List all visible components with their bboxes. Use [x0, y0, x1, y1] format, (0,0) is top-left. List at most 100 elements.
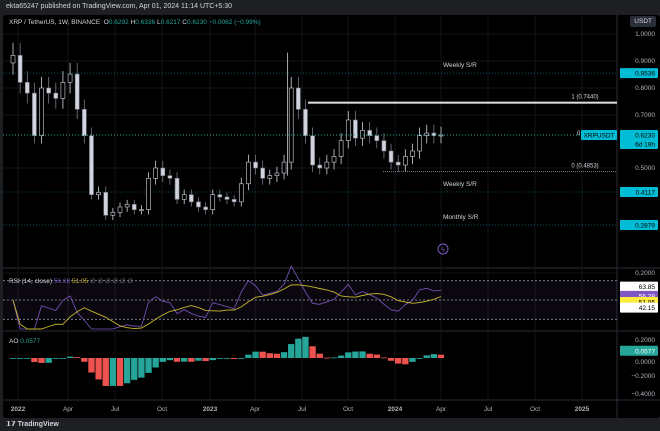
- time-tick: Oct: [343, 406, 353, 413]
- time-tick: Apr: [63, 406, 74, 413]
- candle: [110, 212, 116, 216]
- ao-bar: [395, 358, 402, 364]
- rsi-legend: RSI (14, close) 56.28 51.05 ∅ ∅ ∅ ∅ ∅ ∅: [9, 277, 133, 285]
- time-tick: Jul: [111, 406, 120, 413]
- ao-bar: [366, 353, 373, 358]
- candle: [331, 156, 337, 163]
- candle: [146, 177, 151, 210]
- sr-level-price-tag-bg: [620, 68, 658, 79]
- symbol-title: XRP / TetherUS, 1W, BINANCE: [9, 19, 101, 26]
- candle: [246, 161, 251, 185]
- candle: [189, 194, 194, 203]
- rsi-axis-tag: 42.15: [639, 305, 656, 312]
- candle: [124, 204, 130, 208]
- price-tick: 1.0000: [635, 31, 655, 38]
- ao-tick: 0.0000: [635, 359, 655, 366]
- sr-level-label: Weekly S/R: [443, 62, 477, 69]
- rsi-axis-tag: 56.28: [639, 293, 656, 300]
- price-tick: 0.5000: [635, 165, 655, 172]
- price-tick: 0.2000: [635, 270, 655, 277]
- ao-bar: [345, 352, 352, 358]
- ao-value-tag: 0.0577: [635, 348, 655, 355]
- ao-bar: [330, 357, 338, 359]
- rsi-axis-tag-bg: [620, 302, 658, 313]
- close-value: 0.6230: [186, 19, 207, 26]
- ao-bar: [402, 358, 409, 365]
- candle: [303, 109, 308, 137]
- ohlc-legend: XRP / TetherUS, 1W, BINANCE O0.6292 H0.6…: [9, 19, 261, 26]
- candle: [117, 206, 123, 213]
- ao-bar: [216, 358, 224, 359]
- ao-bar: [202, 358, 209, 362]
- candle: [60, 82, 66, 99]
- ao-bar: [309, 346, 316, 358]
- ao-bar: [245, 354, 252, 358]
- tradingview-logo[interactable]: 𝟭𝟳 TradingView: [6, 421, 59, 428]
- candle: [160, 167, 166, 176]
- ao-bar: [173, 358, 181, 362]
- candle: [17, 55, 23, 83]
- ao-bar: [45, 358, 52, 363]
- candle: [32, 92, 37, 137]
- ao-legend-value: 0.0577: [20, 338, 41, 345]
- time-tick: 2024: [388, 406, 403, 413]
- symbol-tag: XRPUSDT: [583, 133, 614, 140]
- candle: [74, 73, 80, 110]
- candle: [324, 161, 330, 169]
- ao-bar: [116, 358, 124, 386]
- ao-bar: [295, 338, 302, 358]
- ao-bar: [188, 358, 195, 362]
- lightning-icon-glyph: ϟ: [441, 247, 445, 254]
- ao-bar: [159, 358, 166, 362]
- fib-top-line: [308, 101, 617, 104]
- high-label: H: [130, 19, 136, 26]
- ao-bar: [145, 358, 152, 373]
- time-tick: Apr: [250, 406, 261, 413]
- candle: [417, 135, 422, 152]
- chart-frame[interactable]: 2022 Apr Jul Oct 2023 Apr Jul Oct 2024 Apr Jul Oct 2…: [3, 15, 660, 418]
- currency-button[interactable]: USDT: [630, 16, 656, 27]
- current-price-tag: 0.6230: [635, 133, 655, 140]
- time-tick: Jul: [298, 406, 307, 413]
- rsi-axis-tag: 63.85: [639, 284, 656, 291]
- rsi-line: [12, 265, 442, 330]
- candle: [431, 132, 437, 137]
- ao-bar: [230, 358, 238, 360]
- candle: [203, 206, 208, 210]
- candle: [39, 87, 44, 137]
- ao-bar: [181, 358, 188, 362]
- candle: [67, 73, 73, 83]
- ao-bar: [109, 358, 117, 386]
- ao-legend: AO 0.0577: [9, 338, 40, 345]
- candle: [274, 172, 280, 176]
- candle: [410, 150, 415, 157]
- ao-bar: [24, 358, 31, 359]
- rsi-value: 56.28: [53, 278, 71, 285]
- ao-bar: [38, 358, 45, 363]
- time-tick: 2025: [575, 406, 590, 413]
- ao-bar: [81, 358, 88, 362]
- chart-canvas[interactable]: 2022 Apr Jul Oct 2023 Apr Jul Oct 2024 Apr Jul Oct 2…: [3, 15, 660, 418]
- candle: [345, 119, 351, 141]
- ao-bar: [66, 356, 74, 358]
- ao-tick: −0.2000: [631, 373, 655, 380]
- ao-label: AO: [9, 338, 19, 345]
- rsi-axis-tag-bg: [620, 281, 658, 292]
- candle: [253, 161, 258, 169]
- candle: [196, 201, 201, 208]
- ao-bar: [323, 357, 331, 359]
- candle: [82, 109, 87, 137]
- ao-bar: [352, 351, 359, 358]
- candle: [238, 183, 244, 203]
- ao-bar: [123, 358, 131, 384]
- close-label: C: [182, 19, 187, 26]
- candle: [139, 209, 144, 211]
- ao-bar: [138, 358, 145, 378]
- candle: [103, 192, 109, 216]
- candle: [53, 92, 59, 99]
- ao-bar: [31, 358, 38, 363]
- fib-top-label: 1 (0.7440): [571, 95, 598, 101]
- ao-tick: 0.2000: [635, 337, 655, 344]
- change-value: −0.0062 (−0.99%): [208, 19, 261, 26]
- sr-level-price-tag-bg: [620, 220, 658, 230]
